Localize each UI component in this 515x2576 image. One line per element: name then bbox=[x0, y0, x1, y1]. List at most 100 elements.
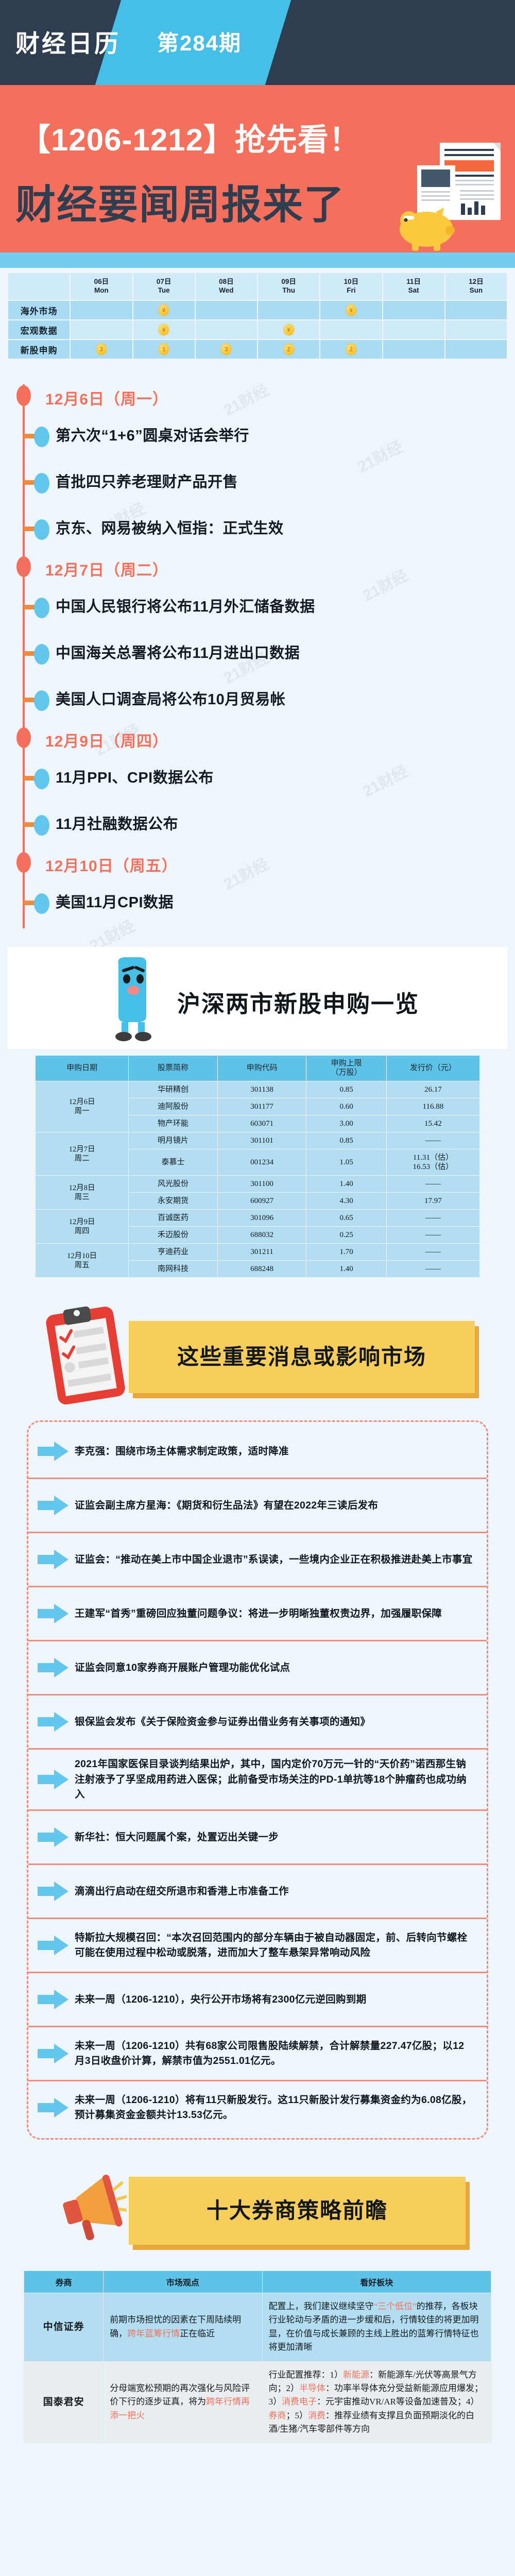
ipo-col-code-label: 申购代码 bbox=[246, 1063, 278, 1072]
calendar-cell bbox=[445, 340, 507, 359]
calendar-cell: 2 bbox=[258, 340, 320, 359]
timeline-date-label: 12月6日（周一） bbox=[45, 391, 169, 408]
ipo-stock-name: 明月镜片 bbox=[128, 1132, 218, 1150]
ipo-col-code: 申购代码 bbox=[217, 1055, 307, 1082]
arrow-right-icon bbox=[38, 2043, 70, 2064]
ipo-cap: 1.40 bbox=[306, 1260, 387, 1278]
arrow-right-icon bbox=[38, 1935, 70, 1956]
calendar-row-ipo: 新股申购 3 1 3 2 2 bbox=[8, 340, 507, 359]
timeline-date-header: 12月9日（周四） bbox=[0, 723, 515, 755]
calendar-col-fri: 10日 Fri bbox=[320, 273, 382, 300]
timeline-connector bbox=[24, 434, 35, 438]
calendar-row-label-overseas: 海外市场 bbox=[8, 301, 70, 319]
ipo-stock-name: 迪阿股份 bbox=[128, 1098, 218, 1116]
news-section-title: 这些重要消息或影响市场 bbox=[177, 1345, 426, 1369]
news-item-text: 李克强：围绕市场主体需求制定政策，适时降准 bbox=[75, 1445, 289, 1457]
timeline-group: 12月7日（周二） 中国人民银行将公布11月外汇储备数据 中国海关总署将公布11… bbox=[0, 552, 515, 723]
ipo-stock-name: 物产环能 bbox=[128, 1115, 218, 1133]
timeline-event-dot-icon bbox=[34, 598, 49, 618]
timeline-group: 12月6日（周一） 第六次“1+6”圆桌对话会举行 首批四只养老理财产品开售 京… bbox=[0, 381, 515, 552]
ipo-section-title: 沪深两市新股申购一览 bbox=[177, 991, 420, 1017]
ipo-stock-name: 风光股份 bbox=[128, 1175, 218, 1193]
ipo-price: —— bbox=[386, 1175, 480, 1193]
timeline-date-header: 12月6日（周一） bbox=[0, 381, 515, 413]
ipo-price: —— bbox=[386, 1226, 480, 1244]
list-item: 证监会同意10家券商开展账户管理功能优化试点 bbox=[28, 1640, 487, 1694]
timeline-event-text: 京东、网易被纳入恒指：正式生效 bbox=[56, 520, 284, 537]
broker-picks-part: 的推荐，各板块行业轮动与矛盾的进一步缓和后，行情较佳的将更加明显，在价值与成长兼… bbox=[268, 2301, 479, 2352]
calendar-cell: ¥ bbox=[133, 301, 195, 319]
ipo-date-cell: 12月10日 周五 bbox=[35, 1243, 129, 1278]
timeline-date-bullet-icon bbox=[16, 385, 31, 406]
calendar-col-tue: 07日 Tue bbox=[133, 273, 195, 300]
ipo-stock-code: 301100 bbox=[217, 1175, 307, 1193]
broker-picks-part: ；5） bbox=[286, 2410, 308, 2420]
list-item: 2021年国家医保目录谈判结果出炉，其中，国内定价70万元一针的“天价药”诺西那… bbox=[28, 1748, 487, 1809]
blue-mascot-icon bbox=[108, 955, 156, 1042]
broker-picks-part: ：功率半导体充分受益新能源应用爆发；3） bbox=[268, 2383, 484, 2407]
calendar-row-overseas: 海外市场 ¥ ¥ bbox=[8, 301, 507, 319]
timeline-event-text: 11月社融数据公布 bbox=[56, 816, 179, 833]
ipo-count-coin-icon: 3 bbox=[221, 344, 232, 355]
news-item-text: 证监会：“推动在美上市中国企业退市”系误读，一些境内企业正在积极推进赴美上市事宜 bbox=[75, 1553, 473, 1565]
table-row: 禾迈股份 688032 0.25 —— bbox=[36, 1226, 480, 1244]
timeline-date-bullet-icon bbox=[16, 852, 31, 873]
ipo-cap: 1.70 bbox=[306, 1243, 387, 1261]
broker-picks-part: ：推荐业绩有支撑且负面预期淡化的白酒/生猪/汽车零部件等方向 bbox=[268, 2410, 475, 2434]
calendar-cell: 3 bbox=[71, 340, 132, 359]
ipo-cap: 0.25 bbox=[306, 1226, 387, 1244]
table-row: 12月6日 周一 华研精创 301138 0.85 26.17 bbox=[35, 1081, 480, 1133]
hero-banner: 【1206-1212】抢先看！ 财经要闻周报来了 bbox=[0, 85, 515, 252]
arrow-right-icon bbox=[38, 1769, 70, 1790]
ipo-date-line1: 12月8日 bbox=[68, 1183, 95, 1192]
news-item-text: 特斯拉大规模召回：“本次召回范围内的部分车辆由于被自动器固定，前、后转向节螺栓可… bbox=[75, 1931, 468, 1959]
calendar-cell bbox=[383, 340, 444, 359]
calendar-dow-wed: Wed bbox=[219, 286, 234, 294]
table-row: 永安期货 600927 4.30 17.97 bbox=[36, 1192, 480, 1210]
arrow-right-icon bbox=[38, 1603, 70, 1624]
timeline-event-text: 首批四只养老理财产品开售 bbox=[56, 474, 238, 490]
ipo-stock-name: 百诚医药 bbox=[128, 1209, 218, 1227]
calendar-dow-sat: Sat bbox=[408, 286, 419, 294]
timeline-event-dot-icon bbox=[34, 427, 49, 447]
hero-line-2: 财经要闻周报来了 bbox=[15, 182, 346, 227]
calendar-cell bbox=[383, 320, 444, 339]
timeline-event: 中国海关总署将公布11月进出口数据 bbox=[0, 631, 515, 677]
timeline-event-dot-icon bbox=[34, 644, 49, 665]
timeline-event-dot-icon bbox=[34, 893, 49, 914]
issue-number: 第284期 bbox=[157, 31, 242, 55]
list-item: 新华社：恒大问题属个案，处置迈出关键一步 bbox=[28, 1809, 487, 1863]
timeline-date-label: 12月9日（周四） bbox=[45, 733, 169, 750]
calendar-row-label-ipo: 新股申购 bbox=[8, 340, 70, 359]
events-timeline: 21财经 21财经 21财经 21财经 21财经 21财经 21财经 21财经 … bbox=[0, 367, 515, 955]
broker-picks: 行业配置推荐：1）新能源：新能源车/光伏等高景气方向；2）半导体：功率半导体充分… bbox=[262, 2361, 492, 2444]
broker-picks-highlight: 新能源 bbox=[343, 2369, 370, 2380]
ipo-col-date-label: 申购日期 bbox=[66, 1063, 98, 1072]
ipo-date-line2: 周一 bbox=[74, 1107, 90, 1116]
news-item-text: 滴滴出行启动在纽交所退市和香港上市准备工作 bbox=[75, 1885, 289, 1897]
calendar-cell bbox=[445, 301, 507, 319]
clipboard-icon bbox=[40, 1303, 138, 1406]
ipo-col-cap: 申购上限 （万股） bbox=[306, 1055, 387, 1082]
ipo-date-line1: 12月10日 bbox=[67, 1251, 97, 1260]
calendar-cell: ¥ bbox=[258, 320, 320, 339]
broker-picks-highlight: “三个低位” bbox=[373, 2301, 417, 2312]
calendar-col-wed: 08日 Wed bbox=[195, 273, 257, 300]
broker-view-part: 前期市场担忧的因素在下周陆续明确， bbox=[110, 2315, 242, 2338]
newspaper-piggybank-illustration bbox=[392, 143, 506, 251]
broker-view-part: 分母端宽松预期的再次强化与风险评价下行的逐步证真，将为 bbox=[110, 2383, 250, 2407]
ipo-table: 申购日期 股票简称 申购代码 申购上限 （万股） 发行价（元） 12月6日 周一 bbox=[35, 1055, 480, 1278]
ipo-date-line2: 周三 bbox=[74, 1193, 90, 1201]
ipo-price: —— bbox=[386, 1132, 480, 1150]
ipo-count-coin-icon: 1 bbox=[159, 344, 169, 355]
week-calendar-table: 06日 Mon 07日 Tue 08日 Wed 09日 Thu 10日 Fr bbox=[7, 272, 508, 360]
broker-view-highlight: 跨年蓝筹行情 bbox=[127, 2328, 180, 2338]
news-item-text: 新华社：恒大问题属个案，处置迈出关键一步 bbox=[75, 1831, 279, 1843]
calendar-date-07: 07日 bbox=[156, 278, 171, 286]
table-row: 12月9日 周四 百诚医药 301096 0.65 —— bbox=[35, 1209, 480, 1244]
news-item-text: 证监会副主席方星海：《期货和衍生品法》有望在2022年三读后发布 bbox=[75, 1499, 379, 1511]
broker-col-picks: 看好板块 bbox=[262, 2270, 492, 2294]
timeline-event: 美国11月CPI数据 bbox=[0, 880, 515, 926]
ipo-price: —— bbox=[386, 1243, 480, 1261]
table-row: 物产环能 603071 3.00 15.42 bbox=[36, 1115, 480, 1133]
